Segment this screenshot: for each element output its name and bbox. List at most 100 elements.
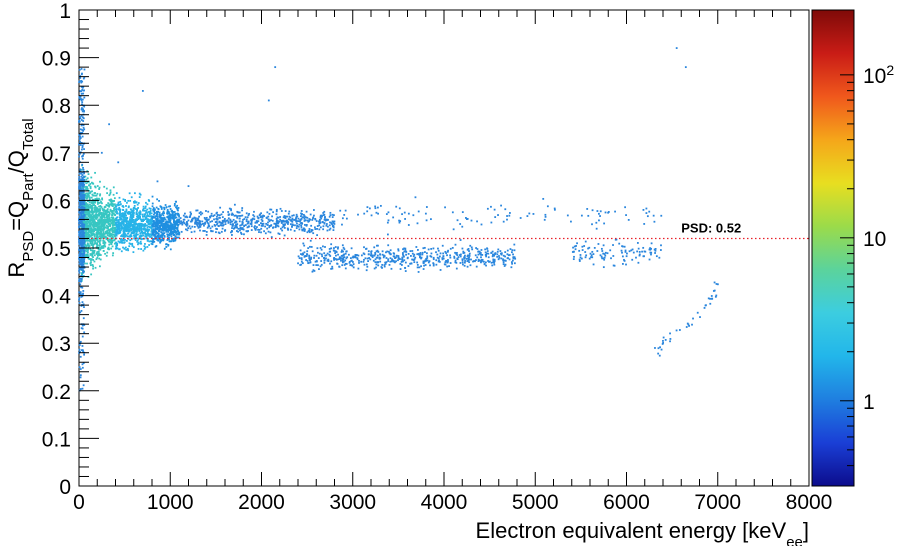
data-point: [108, 233, 111, 236]
data-point: [154, 236, 157, 239]
data-point: [81, 101, 84, 104]
data-point: [572, 258, 575, 261]
data-point: [149, 215, 152, 218]
data-point: [81, 387, 84, 390]
data-point: [79, 229, 82, 232]
data-point: [135, 218, 138, 220]
data-point: [80, 182, 83, 185]
data-point: [344, 252, 347, 255]
data-point: [82, 350, 85, 353]
data-point: [79, 183, 82, 186]
data-point: [387, 219, 390, 222]
data-point: [241, 221, 244, 224]
data-point: [158, 228, 161, 231]
data-point: [146, 220, 148, 223]
data-point: [181, 223, 184, 226]
data-point: [115, 241, 117, 244]
data-point: [477, 258, 480, 261]
data-point: [383, 265, 386, 268]
data-point: [381, 266, 383, 269]
data-point: [652, 214, 655, 217]
data-point: [255, 227, 257, 230]
data-point: [80, 248, 83, 251]
data-point: [86, 231, 88, 234]
data-point: [136, 233, 139, 236]
data-point: [215, 227, 218, 230]
data-point: [165, 230, 168, 233]
data-point: [435, 259, 438, 262]
data-point: [101, 220, 103, 223]
data-point: [329, 262, 331, 265]
data-point: [371, 256, 374, 259]
data-point: [630, 249, 633, 252]
data-point: [387, 244, 390, 247]
data-point: [122, 220, 124, 223]
data-point: [686, 322, 689, 325]
data-point: [150, 212, 153, 215]
data-point: [379, 260, 382, 263]
x-tick-label: 5000: [512, 491, 559, 514]
data-point: [80, 184, 83, 186]
data-point: [78, 212, 81, 215]
data-point: [108, 223, 111, 226]
data-point: [118, 226, 121, 229]
data-point: [171, 225, 173, 227]
data-point: [113, 197, 116, 200]
data-point: [331, 220, 334, 223]
data-point: [83, 196, 86, 199]
data-point: [82, 178, 85, 181]
data-point: [86, 196, 89, 198]
data-point: [162, 239, 165, 242]
data-point: [142, 207, 145, 210]
data-point: [127, 249, 130, 252]
data-point: [115, 209, 118, 212]
data-point: [318, 268, 320, 271]
data-point: [231, 220, 234, 223]
data-point: [129, 234, 132, 236]
data-point: [419, 253, 422, 256]
data-point: [122, 208, 124, 211]
data-point: [81, 144, 84, 147]
data-point: [194, 222, 197, 225]
data-point: [209, 215, 211, 218]
data-point: [97, 230, 100, 233]
data-point: [96, 242, 98, 245]
data-point: [119, 201, 122, 203]
data-point: [85, 238, 88, 241]
data-point: [159, 240, 162, 243]
data-point: [612, 264, 615, 267]
data-point: [163, 235, 166, 238]
data-point: [340, 255, 343, 257]
data-point: [147, 230, 150, 232]
data-point: [164, 218, 167, 221]
data-point: [121, 215, 123, 218]
data-point: [168, 232, 171, 235]
data-point: [386, 221, 389, 224]
data-point: [178, 215, 180, 218]
data-point: [251, 218, 254, 221]
data-point: [122, 233, 125, 236]
data-point: [401, 258, 404, 261]
data-point: [113, 220, 116, 223]
data-point: [79, 203, 82, 206]
data-point: [119, 217, 122, 220]
data-point: [107, 204, 109, 207]
data-point: [87, 239, 90, 242]
data-point: [284, 216, 286, 219]
data-point: [80, 86, 83, 88]
data-point: [159, 215, 162, 218]
data-point: [80, 194, 83, 197]
data-point: [78, 134, 81, 136]
data-point: [492, 253, 495, 256]
data-point: [461, 247, 464, 250]
x-axis: 0 1000 2000 3000 4000 5000 6000 7000 8000: [73, 10, 832, 514]
data-point: [85, 185, 88, 188]
data-point: [96, 198, 99, 201]
data-point: [165, 220, 168, 223]
data-point: [410, 255, 412, 257]
data-point: [174, 213, 176, 216]
data-point: [159, 224, 162, 227]
data-point: [139, 232, 142, 235]
data-point: [121, 221, 124, 224]
data-point: [508, 258, 511, 261]
